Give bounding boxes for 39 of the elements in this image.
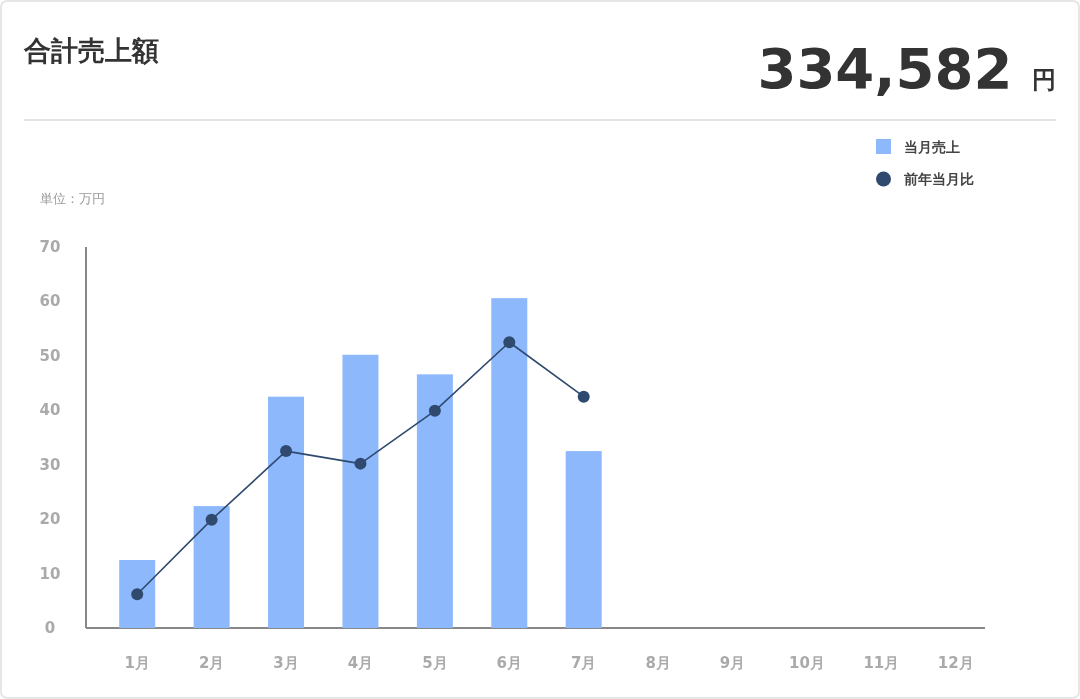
y-tick-label: 40 <box>39 401 61 420</box>
point <box>280 445 293 458</box>
y-tick-label: 60 <box>39 292 61 311</box>
y-tick-label: 20 <box>39 510 61 529</box>
y-tick-label: 30 <box>39 455 61 474</box>
legend-label: 当月売上 <box>904 139 960 155</box>
y-tick-label: 70 <box>39 238 61 256</box>
legend-label: 前年当月比 <box>903 171 974 187</box>
x-tick-label: 3月 <box>273 654 299 672</box>
bar <box>565 451 602 628</box>
x-tick-label: 12月 <box>937 654 974 672</box>
bar <box>342 354 379 628</box>
point <box>428 404 441 417</box>
y-tick-label: 50 <box>39 346 61 365</box>
x-tick-label: 11月 <box>863 654 900 672</box>
x-tick-label: 6月 <box>496 654 523 672</box>
bar <box>193 506 230 628</box>
y-tick-label: 10 <box>39 564 61 583</box>
point <box>205 513 218 526</box>
point <box>354 457 367 470</box>
text: 334,582 円 <box>757 36 1056 101</box>
bar <box>268 396 305 628</box>
x-tick-label: 4月 <box>347 654 374 672</box>
bar <box>491 298 528 628</box>
bar <box>416 374 453 628</box>
point <box>131 588 144 601</box>
x-tick-label: 8月 <box>645 654 671 672</box>
y-tick-label: 0 <box>44 619 56 637</box>
bar <box>119 559 156 628</box>
x-tick-label: 7月 <box>570 654 597 672</box>
chart-title: 合計売上額 <box>23 35 159 66</box>
x-tick-label: 1月 <box>124 654 150 672</box>
x-tick-label: 9月 <box>719 654 746 672</box>
y-axis-title: 単位：万円 <box>40 191 105 206</box>
x-tick-label: 10月 <box>789 654 825 672</box>
point <box>577 390 590 403</box>
point <box>503 336 516 349</box>
x-tick-label: 5月 <box>422 654 448 672</box>
x-tick-label: 2月 <box>198 654 225 672</box>
